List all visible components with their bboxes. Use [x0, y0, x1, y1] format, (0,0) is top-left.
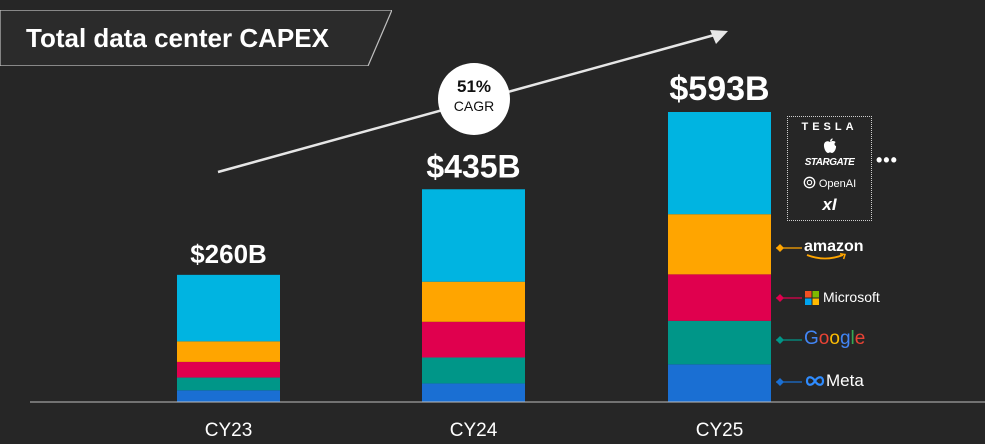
google-logo: Google	[804, 328, 866, 349]
microsoft-icon	[805, 291, 819, 305]
bar-segment-cy24-microsoft	[422, 321, 525, 358]
bar-segment-cy23-meta	[177, 390, 280, 402]
category-label-cy24: CY24	[450, 420, 498, 441]
openai-logo: OpenAI	[788, 176, 871, 190]
title-banner: Total data center CAPEX	[0, 10, 392, 66]
category-label-cy23: CY23	[205, 420, 253, 441]
bar-segment-cy25-microsoft	[668, 274, 771, 321]
apple-icon	[788, 138, 871, 159]
bar-segment-cy25-meta	[668, 364, 771, 402]
openai-icon	[803, 176, 816, 189]
stargate-logo: STARGATE	[804, 157, 855, 168]
openai-label: OpenAI	[818, 178, 857, 190]
total-label-cy25: $593B	[669, 70, 769, 108]
cagr-arrow-head	[710, 30, 728, 44]
bar-segment-cy23-amazon	[177, 341, 280, 362]
bar-segment-cy25-others	[668, 112, 771, 215]
apple-logo-shape	[823, 138, 836, 153]
others-logo-box: TESLA STARGATE OpenAI xI	[787, 116, 872, 221]
cagr-label: CAGR	[453, 98, 495, 114]
bar-segment-cy23-microsoft	[177, 361, 280, 378]
total-label-cy24: $435B	[426, 148, 520, 184]
category-labels-group: CY23 CY24 CY25	[205, 420, 744, 441]
cagr-badge: 51% CAGR	[438, 63, 510, 135]
category-label-cy25: CY25	[696, 420, 744, 441]
meta-infinity-icon	[805, 376, 825, 386]
microsoft-marker	[776, 294, 802, 302]
microsoft-logo: Microsoft	[823, 289, 880, 305]
tesla-logo: TESLA	[801, 121, 858, 133]
cagr-value: 51%	[456, 77, 492, 96]
bar-segment-cy23-google	[177, 377, 280, 391]
bar-segment-cy25-google	[668, 320, 771, 365]
amazon-logo: amazon	[804, 238, 864, 255]
bar-segment-cy24-google	[422, 357, 525, 384]
bars-group	[177, 112, 771, 402]
total-label-cy23: $260B	[190, 239, 267, 269]
bar-segment-cy24-meta	[422, 383, 525, 402]
xai-logo: xI	[822, 195, 837, 214]
bar-segment-cy24-amazon	[422, 281, 525, 322]
title-banner-shape	[0, 10, 392, 66]
amazon-smile-icon	[806, 253, 846, 260]
chart-title: Total data center CAPEX	[26, 23, 329, 53]
meta-logo: Meta	[826, 371, 864, 390]
bar-segment-cy24-others	[422, 189, 525, 282]
others-ellipsis: •••	[876, 150, 898, 170]
bar-segment-cy23-others	[177, 274, 280, 342]
meta-marker	[776, 378, 802, 386]
amazon-marker	[776, 244, 802, 252]
total-labels-group: $260B $435B $593B	[190, 70, 769, 269]
google-marker	[776, 336, 802, 344]
bar-segment-cy25-amazon	[668, 214, 771, 275]
